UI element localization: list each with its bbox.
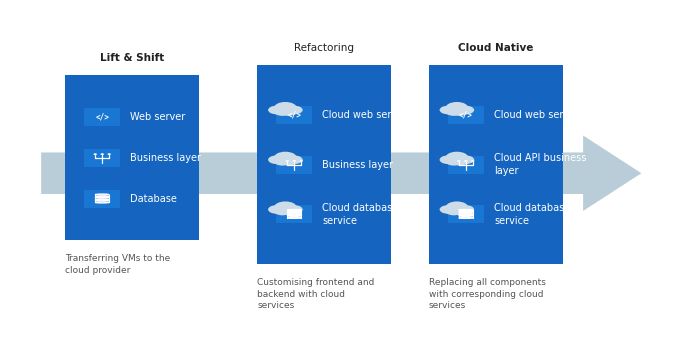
Circle shape — [457, 205, 474, 214]
FancyBboxPatch shape — [448, 106, 484, 124]
Circle shape — [285, 106, 303, 114]
FancyBboxPatch shape — [448, 205, 484, 223]
Circle shape — [281, 207, 296, 215]
FancyBboxPatch shape — [448, 156, 484, 174]
Circle shape — [457, 160, 460, 162]
Circle shape — [274, 157, 290, 166]
Text: Cloud web service: Cloud web service — [322, 110, 412, 120]
Circle shape — [285, 160, 289, 162]
Text: Cloud database
service: Cloud database service — [494, 203, 570, 226]
Circle shape — [285, 155, 303, 164]
Circle shape — [471, 160, 475, 162]
Circle shape — [108, 153, 111, 155]
Circle shape — [292, 160, 296, 162]
Circle shape — [268, 106, 285, 114]
FancyBboxPatch shape — [84, 149, 120, 167]
Text: Transferring VMs to the
cloud provider: Transferring VMs to the cloud provider — [65, 254, 170, 275]
Circle shape — [274, 108, 290, 116]
Circle shape — [268, 205, 285, 214]
Circle shape — [457, 155, 474, 164]
Circle shape — [93, 153, 97, 155]
Text: Cloud Native: Cloud Native — [458, 43, 533, 53]
FancyBboxPatch shape — [429, 65, 563, 264]
Circle shape — [268, 155, 285, 164]
Circle shape — [446, 152, 468, 163]
Circle shape — [100, 153, 104, 155]
Circle shape — [274, 207, 290, 215]
Circle shape — [300, 160, 303, 162]
Circle shape — [440, 205, 457, 214]
Text: Cloud web service: Cloud web service — [494, 110, 583, 120]
Text: </>: </> — [95, 112, 109, 121]
Text: Business layer: Business layer — [130, 153, 201, 163]
Polygon shape — [41, 135, 641, 211]
Text: Business layer: Business layer — [322, 159, 393, 170]
Circle shape — [446, 157, 462, 166]
Circle shape — [274, 152, 296, 163]
FancyBboxPatch shape — [84, 190, 120, 208]
Text: Customising frontend and
backend with cloud
services: Customising frontend and backend with cl… — [257, 278, 375, 310]
FancyBboxPatch shape — [257, 65, 391, 264]
Circle shape — [452, 207, 468, 215]
Circle shape — [274, 201, 296, 213]
Circle shape — [446, 207, 462, 215]
Text: Refactoring: Refactoring — [294, 43, 354, 53]
FancyBboxPatch shape — [65, 75, 199, 240]
Text: Replacing all components
with corresponding cloud
services: Replacing all components with correspond… — [429, 278, 545, 310]
Text: Database: Database — [130, 194, 177, 204]
FancyBboxPatch shape — [84, 108, 120, 126]
Circle shape — [452, 108, 468, 116]
Text: Lift & Shift: Lift & Shift — [100, 54, 164, 63]
Circle shape — [457, 106, 474, 114]
Circle shape — [452, 157, 468, 166]
Circle shape — [274, 102, 296, 113]
FancyBboxPatch shape — [276, 156, 312, 174]
FancyBboxPatch shape — [276, 205, 312, 223]
Text: Cloud database
service: Cloud database service — [322, 203, 399, 226]
Circle shape — [446, 201, 468, 213]
Circle shape — [446, 108, 462, 116]
Circle shape — [281, 108, 296, 116]
Circle shape — [464, 160, 468, 162]
Circle shape — [440, 155, 457, 164]
Circle shape — [285, 205, 303, 214]
Text: Cloud API business
layer: Cloud API business layer — [494, 153, 587, 176]
Circle shape — [446, 102, 468, 113]
Text: Web server: Web server — [130, 111, 186, 122]
Circle shape — [440, 106, 457, 114]
Text: </>: </> — [459, 110, 473, 119]
Circle shape — [281, 157, 296, 166]
Text: </>: </> — [287, 110, 301, 119]
FancyBboxPatch shape — [276, 106, 312, 124]
